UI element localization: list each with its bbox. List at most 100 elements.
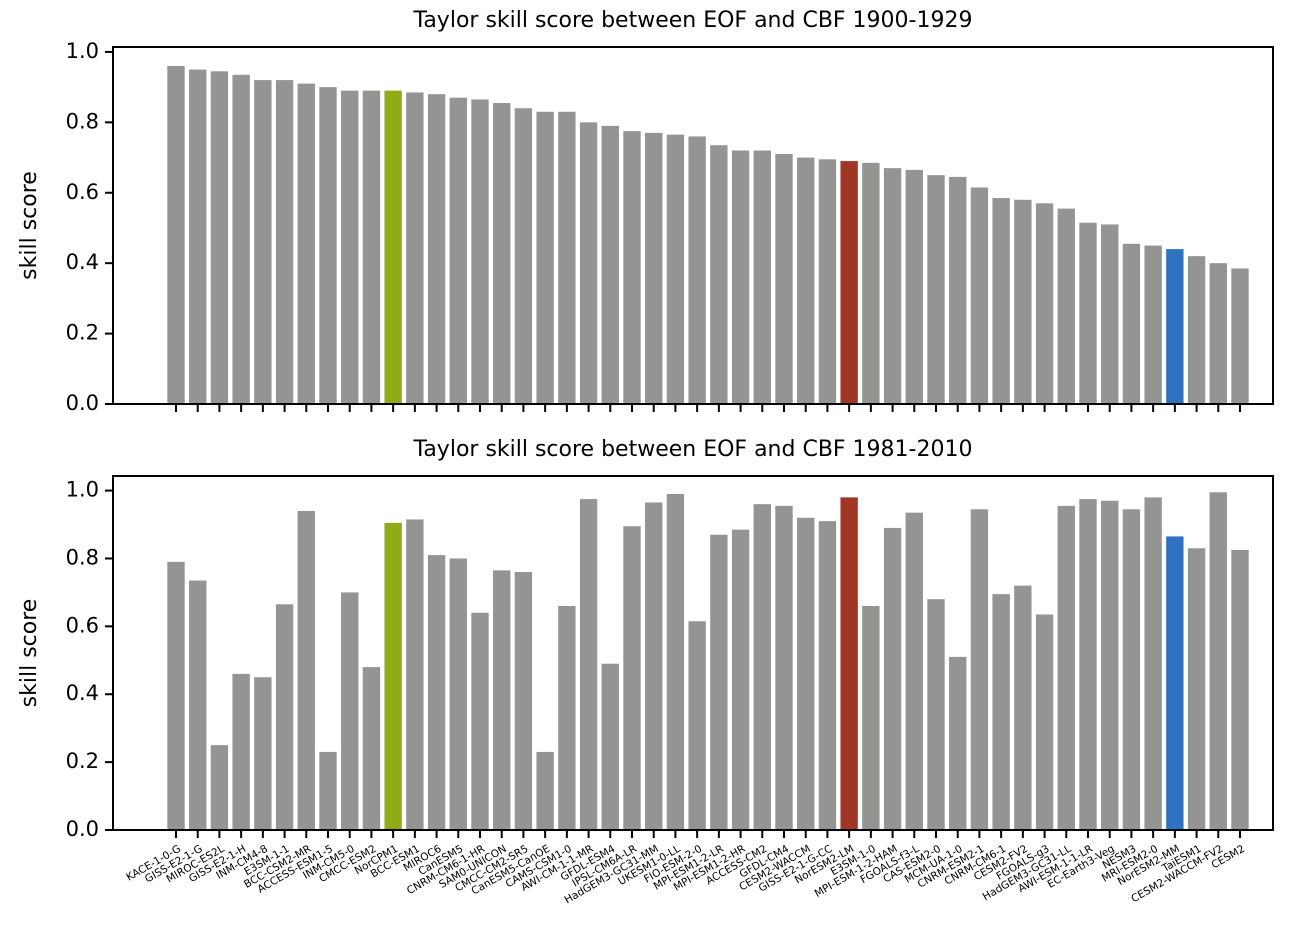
bar <box>1079 222 1097 404</box>
bar <box>514 572 533 830</box>
bar <box>341 592 359 830</box>
y-tick-label: 0.4 <box>66 250 99 274</box>
bar <box>666 134 685 404</box>
bar <box>797 517 815 830</box>
bar <box>775 154 793 404</box>
bar <box>710 534 728 830</box>
bar <box>818 159 837 404</box>
bar <box>862 162 880 404</box>
bar <box>731 150 750 404</box>
bar <box>1231 549 1249 830</box>
bar <box>1014 585 1032 830</box>
bar <box>210 71 229 404</box>
bar <box>1057 505 1075 830</box>
bar <box>992 594 1010 830</box>
bar <box>797 157 815 404</box>
bar <box>427 555 446 830</box>
bar <box>666 493 685 830</box>
bar <box>601 663 619 830</box>
bar <box>275 80 294 405</box>
bar <box>1122 509 1141 830</box>
bar <box>362 90 381 405</box>
y-tick-label: 0.4 <box>66 681 99 705</box>
y-tick-label: 0.6 <box>66 180 99 204</box>
bar <box>536 111 554 404</box>
bar <box>189 69 207 405</box>
y-tick-label: 0.6 <box>66 613 99 637</box>
bar <box>710 145 728 404</box>
bar <box>905 169 923 404</box>
y-tick-label: 0.2 <box>66 749 99 773</box>
bar <box>645 132 663 404</box>
bar <box>406 519 424 830</box>
y-tick-label: 1.0 <box>66 39 99 63</box>
bar <box>558 605 576 830</box>
bar <box>275 604 294 830</box>
bar <box>1101 500 1119 830</box>
bar <box>927 175 945 404</box>
bar <box>536 751 554 830</box>
bar <box>970 187 989 404</box>
bar <box>1035 614 1054 830</box>
bar <box>1166 249 1184 404</box>
bar <box>232 74 250 405</box>
bar <box>1144 497 1162 830</box>
bar <box>1079 499 1097 830</box>
bar <box>341 90 359 405</box>
bar <box>840 161 858 404</box>
bar <box>927 599 945 830</box>
bar <box>189 580 207 830</box>
bar <box>905 512 923 830</box>
bar <box>1209 263 1227 404</box>
bar <box>493 102 511 405</box>
bar <box>1122 243 1141 404</box>
y-tick-label: 0.8 <box>66 545 99 569</box>
bar <box>688 136 706 405</box>
bar <box>493 570 511 830</box>
bar <box>254 677 272 830</box>
bar <box>449 97 467 404</box>
bar <box>992 198 1010 404</box>
y-tick-label: 0.8 <box>66 109 99 133</box>
bar <box>167 66 185 404</box>
bar <box>1144 245 1162 404</box>
y-tick-label: 1.0 <box>66 478 99 502</box>
y-axis-label: skill score <box>17 599 42 708</box>
bar <box>1187 256 1206 404</box>
bar <box>623 526 641 830</box>
bar <box>753 504 771 830</box>
bar <box>623 131 641 405</box>
bar <box>862 605 880 830</box>
bar <box>319 751 337 830</box>
bar <box>297 510 315 830</box>
bar <box>883 527 902 830</box>
bar <box>1101 224 1119 404</box>
chart-title: Taylor skill score between EOF and CBF 1… <box>413 8 973 33</box>
bar <box>1035 203 1054 404</box>
bar <box>949 656 967 830</box>
bar <box>427 94 446 404</box>
bar <box>688 621 706 830</box>
chart-title: Taylor skill score between EOF and CBF 1… <box>413 437 973 462</box>
bar <box>645 502 663 830</box>
bar <box>883 168 902 404</box>
bar <box>579 499 598 830</box>
y-tick-label: 0.0 <box>66 391 99 415</box>
bar <box>254 80 272 405</box>
plot-frame <box>112 475 1274 831</box>
bar <box>362 667 381 830</box>
bar <box>731 529 750 830</box>
bar <box>319 87 337 404</box>
bar <box>514 108 533 405</box>
bar <box>167 561 185 830</box>
bar <box>949 176 967 404</box>
bar <box>232 673 250 830</box>
bar <box>579 122 598 404</box>
plot-frame <box>112 46 1274 405</box>
bar <box>775 505 793 830</box>
y-tick-label: 0.2 <box>66 321 99 345</box>
bar <box>1187 548 1206 830</box>
bar <box>1209 492 1227 830</box>
